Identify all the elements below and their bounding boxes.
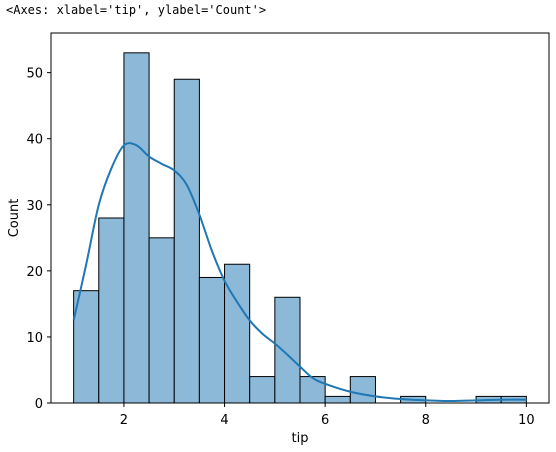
histogram-bar — [123, 52, 150, 404]
y-tick-label: 10 — [26, 331, 43, 346]
x-tick-label: 10 — [518, 413, 535, 428]
x-axis-label: tip — [292, 431, 309, 446]
y-tick-label: 20 — [26, 265, 43, 280]
histogram-bar — [198, 276, 226, 404]
y-tick-label: 50 — [26, 67, 43, 82]
histogram-bar — [173, 78, 200, 404]
histogram-bar — [98, 217, 125, 404]
histogram-bar — [224, 263, 251, 404]
histogram-bar — [349, 376, 376, 404]
y-tick-label: 0 — [35, 397, 43, 412]
histogram-bar — [324, 395, 351, 404]
histogram-bar — [73, 290, 100, 404]
y-tick-label: 30 — [26, 199, 43, 214]
kde-curve — [72, 142, 527, 403]
x-axis-ticks: 2 4 6 8 10 — [120, 403, 535, 428]
x-tick-label: 6 — [321, 413, 329, 428]
histogram-bar — [274, 296, 301, 404]
y-tick-label: 40 — [26, 133, 43, 148]
x-tick-label: 4 — [220, 413, 228, 428]
histogram-bar — [148, 237, 175, 404]
histogram-bar — [299, 376, 326, 404]
plot-frame — [50, 32, 550, 404]
x-tick-label: 8 — [422, 413, 430, 428]
axes-repr-text: <Axes: xlabel='tip', ylabel='Count'> — [6, 3, 267, 17]
histogram-bars — [73, 52, 527, 404]
y-axis-ticks: 0 10 20 30 40 50 — [26, 67, 51, 412]
histogram-bar — [249, 376, 276, 404]
y-axis-label: Count — [7, 199, 22, 238]
x-tick-label: 2 — [120, 413, 128, 428]
